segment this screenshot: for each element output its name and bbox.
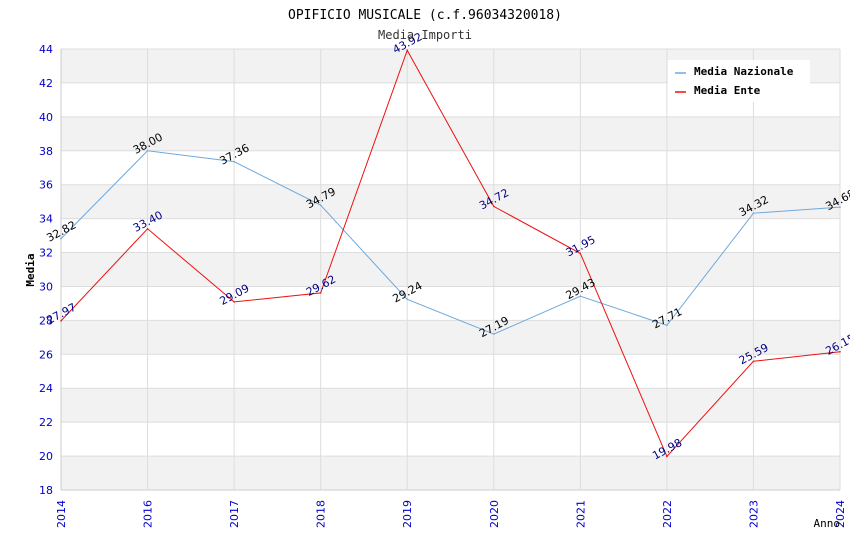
grid-band — [61, 388, 840, 423]
data-point-media-nazionale — [839, 206, 841, 208]
data-point-media-nazionale — [579, 295, 582, 297]
x-tick-label: 2023 — [747, 500, 760, 528]
legend-label-media-ente: Media Ente — [694, 84, 761, 97]
x-tick-label: 2022 — [661, 500, 674, 528]
grid-band — [61, 116, 840, 151]
y-tick-label: 44 — [39, 43, 53, 56]
y-tick-label: 36 — [39, 179, 53, 192]
data-point-media-ente — [666, 455, 668, 458]
y-tick-label: 38 — [39, 145, 53, 158]
grid-bands — [61, 49, 840, 490]
data-point-media-ente — [233, 301, 235, 303]
legend-label-media-nazionale: Media Nazionale — [694, 65, 794, 78]
y-tick-label: 30 — [39, 280, 53, 293]
data-point-media-nazionale — [406, 298, 409, 301]
grid-band — [61, 252, 840, 287]
data-point-media-ente — [579, 252, 582, 255]
y-tick-label: 40 — [39, 111, 53, 124]
series-lines — [60, 49, 841, 458]
data-point-media-nazionale — [319, 204, 322, 207]
data-point-media-nazionale — [233, 160, 235, 163]
y-tick-label: 42 — [39, 77, 53, 90]
grid-band — [61, 456, 840, 490]
series-line-media-ente — [60, 49, 841, 458]
data-point-media-ente — [406, 49, 409, 52]
data-point-media-ente — [752, 360, 755, 363]
data-point-media-nazionale — [146, 149, 149, 152]
y-tick-label: 20 — [39, 450, 53, 463]
legend: Media Nazionale Media Ente — [668, 60, 810, 102]
x-tick-label: 2014 — [55, 500, 68, 528]
data-point-media-ente — [839, 350, 841, 353]
y-tick-label: 24 — [39, 382, 53, 395]
y-tick-label: 22 — [39, 416, 53, 429]
legend-box — [668, 60, 810, 102]
data-point-media-ente — [492, 205, 495, 208]
data-point-media-ente — [60, 320, 62, 322]
y-tick-label: 32 — [39, 247, 53, 260]
y-tick-label: 26 — [39, 348, 53, 361]
data-point-media-ente — [319, 292, 322, 294]
x-tick-label: 2019 — [401, 500, 414, 528]
data-point-media-nazionale — [60, 237, 62, 240]
data-point-media-ente — [146, 227, 149, 230]
x-tick-label: 2020 — [488, 500, 501, 528]
chart-subtitle: Media Importi — [378, 28, 472, 42]
data-point-media-nazionale — [666, 324, 668, 327]
y-tick-label: 34 — [39, 213, 53, 226]
x-axis-title: Anno — [814, 517, 841, 530]
x-tick-label: 2021 — [574, 500, 587, 528]
grid-band — [61, 320, 840, 355]
data-point-media-nazionale — [492, 333, 495, 335]
y-axis-title: Media — [24, 253, 37, 286]
x-tick-label: 2018 — [315, 500, 328, 528]
grid-band — [61, 184, 840, 219]
series-line-media-nazionale — [60, 150, 841, 335]
chart-title: OPIFICIO MUSICALE (c.f.96034320018) — [288, 8, 562, 23]
y-tick-label: 28 — [39, 314, 53, 327]
y-tick-label: 18 — [39, 484, 53, 497]
x-tick-label: 2016 — [142, 500, 155, 528]
x-tick-label: 2017 — [228, 500, 241, 528]
x-tick-label: 2024 — [834, 500, 847, 528]
data-point-media-nazionale — [752, 212, 755, 214]
